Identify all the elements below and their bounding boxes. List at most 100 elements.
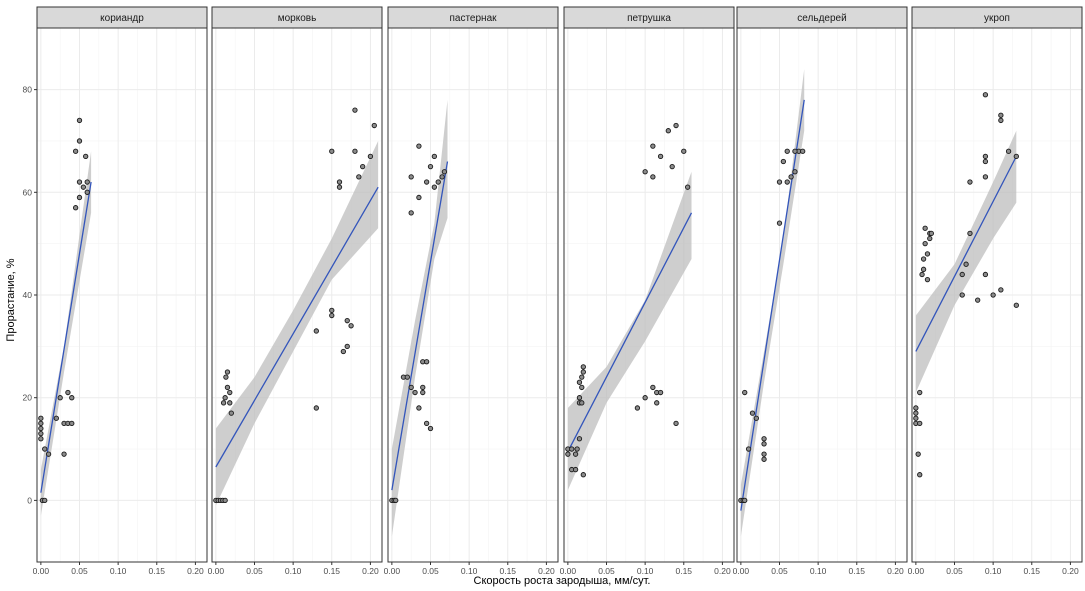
data-point <box>222 497 228 504</box>
strip-background <box>736 6 908 29</box>
regression-line <box>215 186 379 468</box>
data-point <box>922 225 928 231</box>
data-point <box>998 117 1004 124</box>
data-point <box>427 163 434 170</box>
data-point <box>650 143 656 149</box>
data-point <box>761 456 767 462</box>
data-point <box>982 271 989 278</box>
regression-line <box>391 161 449 491</box>
data-point <box>1013 153 1019 160</box>
data-point <box>80 184 87 190</box>
y-tick-label: 40 <box>23 290 33 300</box>
data-point <box>913 415 919 421</box>
data-point <box>761 436 767 442</box>
data-point <box>84 179 90 185</box>
strip-background <box>36 6 208 29</box>
data-point <box>61 451 67 457</box>
y-tick-label: 80 <box>23 85 33 95</box>
data-point <box>76 179 83 185</box>
x-tick-label: 0.00 <box>384 566 401 576</box>
data-point <box>565 451 571 457</box>
data-point <box>963 261 969 267</box>
data-point <box>427 425 434 432</box>
data-point <box>228 410 234 416</box>
data-point <box>580 472 586 478</box>
data-point <box>69 420 75 427</box>
strip-background <box>563 6 735 29</box>
data-point <box>329 148 335 154</box>
data-point <box>745 446 752 452</box>
data-point <box>913 405 919 411</box>
data-point <box>431 153 438 160</box>
data-point <box>580 364 586 370</box>
data-point <box>924 276 931 283</box>
data-point <box>439 174 445 180</box>
data-point <box>579 400 585 406</box>
x-tick-label: 0.20 <box>1062 566 1079 576</box>
data-point <box>576 379 583 385</box>
data-point <box>673 420 679 427</box>
data-point <box>982 158 989 165</box>
data-point <box>990 292 996 298</box>
data-point <box>72 205 79 211</box>
data-point <box>42 497 48 504</box>
data-point <box>657 389 664 396</box>
data-point <box>223 374 229 380</box>
data-point <box>65 389 71 396</box>
data-point <box>917 472 923 478</box>
strip-background <box>211 6 383 29</box>
x-axis-title: Скорость роста зародыша, мм/сут. <box>474 575 651 587</box>
confidence-band <box>215 140 379 506</box>
y-tick-label: 0 <box>27 495 32 505</box>
data-point <box>776 179 783 185</box>
x-tick-label: 0.15 <box>499 566 516 576</box>
data-point <box>580 369 586 375</box>
data-point <box>924 251 931 257</box>
data-point <box>915 451 921 457</box>
data-point <box>420 389 426 396</box>
x-tick-label: 0.15 <box>148 566 165 576</box>
regression-line <box>915 156 1017 352</box>
regression-line <box>40 181 92 493</box>
x-tick-label: 0.10 <box>637 566 654 576</box>
data-point <box>665 128 671 134</box>
data-point <box>669 163 675 170</box>
data-point <box>959 292 965 298</box>
strip-label: петрушка <box>627 13 671 24</box>
data-point <box>329 307 335 314</box>
x-tick-label: 0.15 <box>323 566 340 576</box>
data-point <box>222 395 228 401</box>
data-point <box>371 122 377 129</box>
regression-line <box>567 212 693 452</box>
data-point <box>742 497 748 504</box>
data-point <box>329 312 335 319</box>
facet-panel-4: петрушка 0.00 0.05 0.10 0.15 0.20 <box>560 6 735 576</box>
x-tick-label: 0.05 <box>946 566 963 576</box>
regression-line <box>740 99 805 511</box>
data-point <box>393 497 399 504</box>
data-point <box>792 169 798 175</box>
x-tick-label: 0.20 <box>887 566 904 576</box>
y-tick-label: 60 <box>23 187 33 197</box>
x-tick-label: 0.00 <box>733 566 750 576</box>
data-point <box>45 451 52 457</box>
x-tick-label: 0.10 <box>461 566 478 576</box>
data-point <box>574 446 580 452</box>
strip-label: укроп <box>984 13 1010 24</box>
data-point <box>227 400 233 406</box>
x-tick-label: 0.15 <box>675 566 692 576</box>
data-point <box>753 415 759 421</box>
data-point <box>404 374 410 380</box>
data-point <box>431 184 438 190</box>
data-point <box>412 389 418 396</box>
data-point <box>313 328 319 334</box>
data-point <box>928 230 934 237</box>
x-tick-label: 0.00 <box>33 566 50 576</box>
data-point <box>352 107 358 113</box>
data-point <box>576 395 583 401</box>
data-point <box>922 241 928 247</box>
data-point <box>420 384 426 391</box>
data-point <box>408 384 414 391</box>
data-point <box>360 163 366 170</box>
data-point <box>913 410 919 416</box>
